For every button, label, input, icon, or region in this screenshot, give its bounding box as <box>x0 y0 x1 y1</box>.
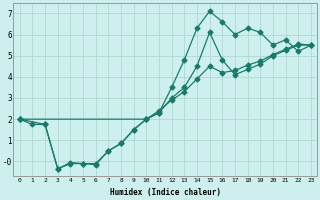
X-axis label: Humidex (Indice chaleur): Humidex (Indice chaleur) <box>110 188 221 197</box>
